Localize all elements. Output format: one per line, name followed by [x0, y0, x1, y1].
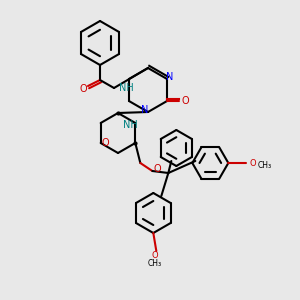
Text: O: O [151, 250, 158, 260]
Text: NH: NH [123, 120, 138, 130]
Text: O: O [249, 158, 256, 167]
Text: NH: NH [119, 83, 134, 93]
Text: CH₃: CH₃ [257, 160, 272, 169]
Text: N: N [141, 105, 149, 115]
Text: O: O [79, 84, 87, 94]
Text: O: O [102, 138, 110, 148]
Text: CH₃: CH₃ [147, 260, 161, 268]
Text: N: N [167, 72, 174, 82]
Text: O: O [154, 164, 161, 174]
Text: O: O [181, 96, 189, 106]
